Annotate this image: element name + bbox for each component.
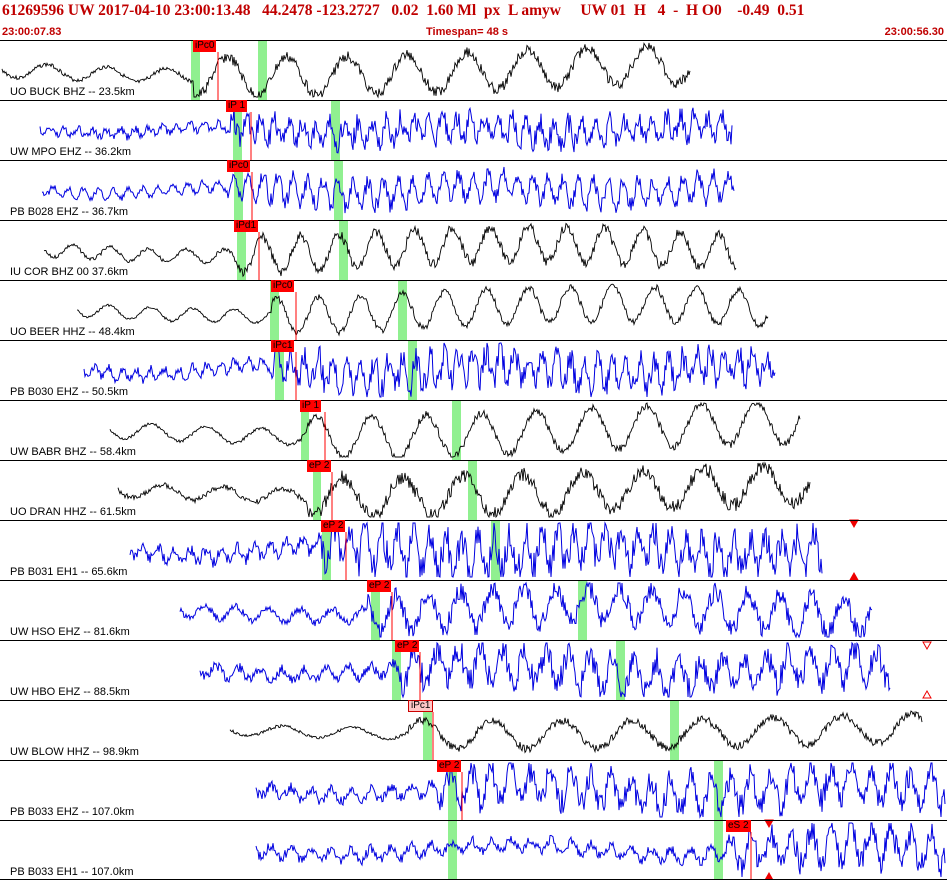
waveform-trace <box>1 42 691 99</box>
amplitude-marker[interactable] <box>849 571 859 581</box>
pick-window[interactable] <box>270 281 279 340</box>
pick-window[interactable] <box>448 761 457 820</box>
phase-pick-flag[interactable]: iPc0 <box>271 280 295 292</box>
channel-label: PB B030 EHZ -- 50.5km <box>10 386 128 398</box>
row-separator <box>0 820 947 821</box>
phase-pick-flag[interactable]: iP 1 <box>226 100 248 112</box>
phase-pick-flag[interactable]: eP 2 <box>395 640 420 652</box>
row-separator <box>0 160 947 161</box>
pick-window[interactable] <box>237 221 246 280</box>
row-separator <box>0 100 947 101</box>
phase-pick-flag[interactable]: iP 1 <box>300 400 322 412</box>
waveform-trace <box>41 166 735 214</box>
pick-window[interactable] <box>398 281 407 340</box>
pick-window[interactable] <box>423 701 432 760</box>
pick-window[interactable] <box>578 581 587 640</box>
waveform-trace <box>39 106 733 154</box>
row-separator <box>0 640 947 641</box>
pick-window[interactable] <box>616 641 625 700</box>
pick-window[interactable] <box>322 521 331 580</box>
row-separator <box>0 220 947 221</box>
row-separator <box>0 280 947 281</box>
phase-pick-flag[interactable]: iPd1 <box>234 220 259 232</box>
pick-window[interactable] <box>275 341 284 400</box>
row-separator <box>0 700 947 701</box>
pick-window[interactable] <box>371 581 380 640</box>
amplitude-marker[interactable] <box>764 871 774 880</box>
pick-window[interactable] <box>331 101 340 160</box>
pick-window[interactable] <box>670 701 679 760</box>
amplitude-marker[interactable] <box>922 641 932 651</box>
pick-window[interactable] <box>714 761 723 820</box>
pick-window[interactable] <box>313 461 321 520</box>
pick-window[interactable] <box>258 41 267 100</box>
row-separator <box>0 520 947 521</box>
waveform-trace <box>199 641 891 699</box>
waveform-trace <box>77 283 769 337</box>
channel-label: UW HBO EHZ -- 88.5km <box>10 686 130 698</box>
channel-label: UW BLOW HHZ -- 98.9km <box>10 746 139 758</box>
row-separator <box>0 40 947 41</box>
pick-window[interactable] <box>452 401 461 460</box>
waveform-trace <box>255 822 946 878</box>
start-time: 23:00:07.83 <box>2 26 62 38</box>
event-header: 61269596 UW 2017-04-10 23:00:13.48 44.24… <box>0 0 947 26</box>
channel-label: PB B031 EH1 -- 65.6km <box>10 566 128 578</box>
row-separator <box>0 400 947 401</box>
channel-label: UW MPO EHZ -- 36.2km <box>10 146 132 158</box>
amplitude-marker[interactable] <box>922 689 932 699</box>
end-time: 23:00:56.30 <box>884 26 944 38</box>
pick-window[interactable] <box>334 161 343 220</box>
pick-window[interactable] <box>714 821 723 880</box>
phase-pick-flag[interactable]: eP 2 <box>321 520 346 532</box>
channel-label: PB B033 EHZ -- 107.0km <box>10 806 135 818</box>
phase-pick-flag[interactable]: eP 2 <box>367 580 392 592</box>
pick-window[interactable] <box>233 101 242 160</box>
waveform-trace <box>117 461 811 519</box>
pick-window[interactable] <box>191 41 200 100</box>
waveform-trace <box>43 222 737 278</box>
channel-label: UW HSO EHZ -- 81.6km <box>10 626 130 638</box>
channel-label: UW BABR BHZ -- 58.4km <box>10 446 136 458</box>
waveform-trace <box>129 521 823 578</box>
channel-label: PB B028 EHZ -- 36.7km <box>10 206 128 218</box>
channel-label: UO DRAN HHZ -- 61.5km <box>10 506 136 518</box>
waveform-trace <box>255 762 946 819</box>
channel-label: UO BEER HHZ -- 48.4km <box>10 326 135 338</box>
waveform-trace <box>179 581 873 639</box>
row-separator <box>0 760 947 761</box>
pick-window[interactable] <box>468 461 477 520</box>
phase-pick-flag[interactable]: eP 2 <box>307 460 332 472</box>
row-separator <box>0 580 947 581</box>
phase-pick-flag[interactable]: iPc0 <box>193 40 217 52</box>
waveform-trace <box>229 710 923 754</box>
row-separator <box>0 340 947 341</box>
channel-label: UO BUCK BHZ -- 23.5km <box>10 86 135 98</box>
phase-pick-flag[interactable]: eS 2 <box>726 820 751 832</box>
amplitude-marker[interactable] <box>849 519 859 529</box>
phase-pick-flag[interactable]: iPc0 <box>227 160 251 172</box>
channel-label: PB B033 EH1 -- 107.0km <box>10 866 134 878</box>
phase-pick-flag[interactable]: iPc1 <box>271 340 295 352</box>
row-separator <box>0 460 947 461</box>
phase-pick-flag[interactable]: iPc1 <box>408 700 434 712</box>
phase-pick-flag[interactable]: eP 2 <box>437 760 462 772</box>
channel-label: IU COR BHZ 00 37.6km <box>10 266 128 278</box>
waveform-trace <box>109 401 801 459</box>
timespan: Timespan= 48 s <box>426 26 509 38</box>
pick-window[interactable] <box>448 821 457 880</box>
event-summary: 61269596 UW 2017-04-10 23:00:13.48 44.24… <box>2 2 805 19</box>
pick-window[interactable] <box>339 221 348 280</box>
waveform-trace <box>83 342 776 398</box>
pick-window[interactable] <box>301 401 309 460</box>
